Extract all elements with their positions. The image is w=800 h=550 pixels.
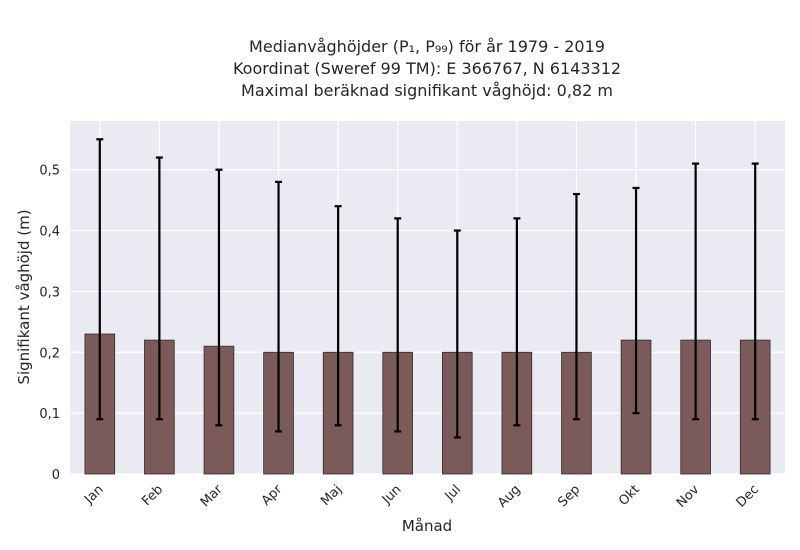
y-tick-label: 0,3 xyxy=(39,285,60,300)
y-axis-label: Signifikant våghöjd (m) xyxy=(15,209,33,384)
x-tick-label: Jul xyxy=(442,482,464,504)
chart-title-line-1: Medianvåghöjder (P₁, P₉₉) för år 1979 - … xyxy=(249,37,605,56)
y-axis-ticks: 0 0,1 0,2 0,3 0,4 0,5 xyxy=(39,164,60,483)
x-tick-label: Maj xyxy=(318,482,345,509)
plot-area xyxy=(70,121,785,474)
error-bar-dec xyxy=(751,162,759,421)
x-tick-label: Aug xyxy=(495,482,524,511)
x-tick-label: Apr xyxy=(259,482,286,509)
error-bars xyxy=(96,138,759,439)
error-bar-jul xyxy=(453,229,461,439)
error-bar-nov xyxy=(692,162,700,421)
x-axis-label: Månad xyxy=(402,517,452,535)
x-tick-label: Okt xyxy=(616,482,643,509)
x-tick-label: Feb xyxy=(139,482,166,509)
error-bar-sep xyxy=(572,192,580,421)
error-bar-aug xyxy=(513,217,521,427)
x-tick-label: Dec xyxy=(734,482,762,510)
error-bar-jun xyxy=(394,217,402,433)
y-tick-label: 0,4 xyxy=(39,225,60,240)
error-bar-okt xyxy=(632,186,640,415)
x-tick-label: Jun xyxy=(379,482,405,508)
chart-title: Medianvåghöjder (P₁, P₉₉) för år 1979 - … xyxy=(233,37,621,100)
y-tick-label: 0 xyxy=(52,468,60,483)
error-bar-jan xyxy=(96,138,104,421)
error-bar-feb xyxy=(155,156,163,421)
x-tick-label: Jan xyxy=(81,482,106,507)
x-tick-label: Sep xyxy=(555,482,583,510)
error-bar-maj xyxy=(334,205,342,427)
x-tick-label: Mar xyxy=(198,482,226,510)
error-bar-mar xyxy=(215,168,223,427)
error-bar-apr xyxy=(275,180,283,433)
x-tick-label: Nov xyxy=(674,482,703,511)
y-tick-label: 0,1 xyxy=(39,407,60,422)
y-tick-label: 0,2 xyxy=(39,346,60,361)
y-tick-label: 0,5 xyxy=(39,164,60,179)
chart-title-line-3: Maximal beräknad signifikant våghöjd: 0,… xyxy=(241,81,613,100)
x-axis-ticks: Jan Feb Mar Apr Maj Jun Jul Aug Sep Okt Nov Dec xyxy=(81,482,762,511)
chart-title-line-2: Koordinat (Sweref 99 TM): E 366767, N 61… xyxy=(233,59,621,78)
